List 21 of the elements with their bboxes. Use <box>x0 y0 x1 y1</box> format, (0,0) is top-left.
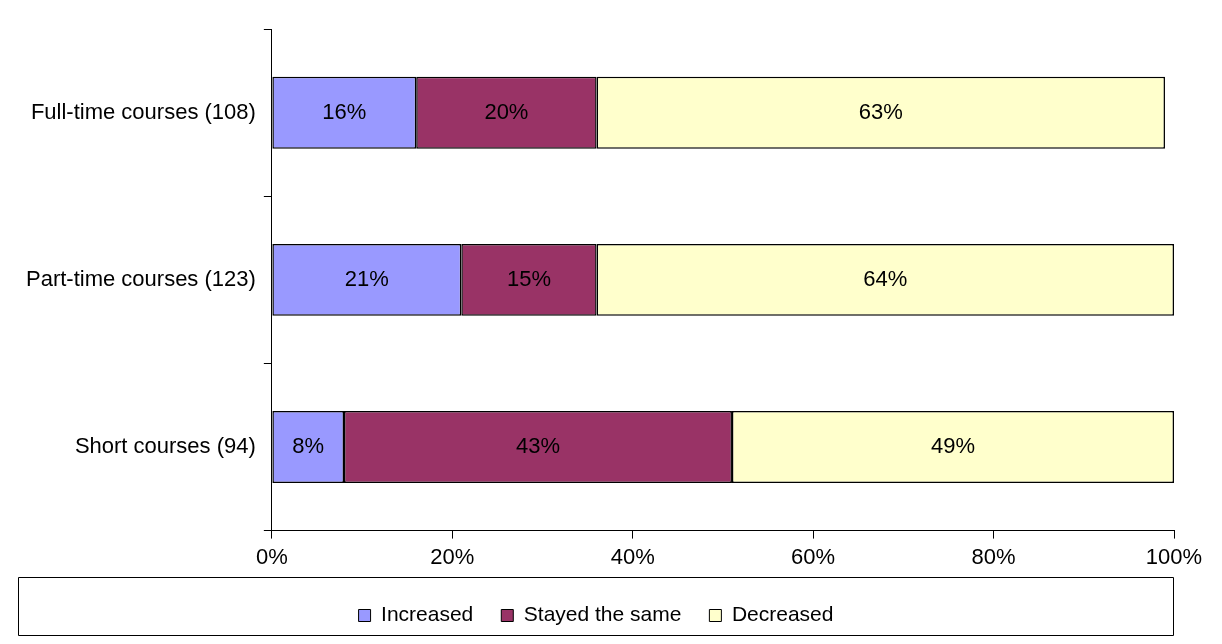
x-tick-label: 0% <box>255 543 288 569</box>
x-tick-label: 100% <box>1145 543 1203 569</box>
data-label: 49% <box>930 433 975 459</box>
y-tick-label: Full-time courses (108) <box>30 98 256 124</box>
x-tick-label: 80% <box>971 543 1016 569</box>
data-label: 63% <box>858 98 903 124</box>
data-label: 43% <box>515 433 561 459</box>
data-label: 20% <box>484 98 529 124</box>
legend-label: Increased <box>381 602 474 626</box>
data-label: 64% <box>863 265 908 291</box>
data-label: 21% <box>344 265 389 291</box>
y-tick-label: Part-time courses (123) <box>25 265 256 291</box>
x-tick-label: 20% <box>430 543 475 569</box>
data-label: 15% <box>506 265 551 291</box>
y-tick-label: Short courses (94) <box>74 433 256 459</box>
data-label: 8% <box>292 433 325 459</box>
data-label: 16% <box>322 98 367 124</box>
legend-label: Stayed the same <box>523 602 682 626</box>
legend-label: Decreased <box>731 602 834 626</box>
x-tick-label: 40% <box>610 543 655 569</box>
x-tick-label: 60% <box>791 543 836 569</box>
